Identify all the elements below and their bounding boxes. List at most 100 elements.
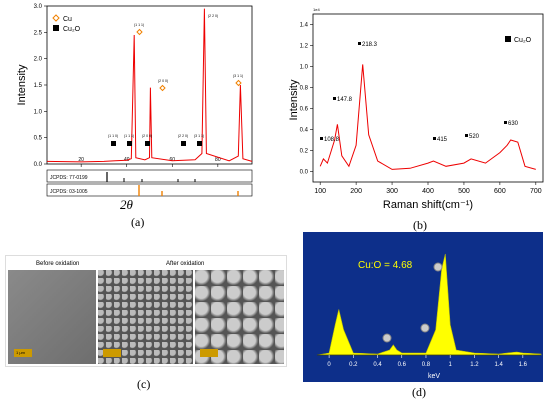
raman-ytick-label: 1.0 (300, 65, 309, 71)
raman-xtick-label: 400 (422, 188, 434, 195)
raman-ytick-label: 0.6 (300, 107, 309, 113)
xrd-chart: 0.00.51.01.52.02.53.0 20 40 60 80 Cu Cu₂O (… (16, 4, 253, 197)
legend-cu-label: Cu (63, 16, 72, 23)
raman-ylabel: Intensity (288, 79, 300, 120)
raman-x-ticks: 100 200 300 400 500 600 700 (314, 182, 542, 195)
eds-xtick-label: 0.8 (422, 362, 431, 368)
raman-frame (312, 13, 544, 183)
panel-b: 0.0 0.2 0.4 0.6 0.8 1.0 1.2 1.4 100 200 300 400 500… (285, 0, 550, 215)
panel-c: Before oxidation After oxidation 1 μm (5, 255, 287, 367)
xrd-xtick-label: 80 (215, 157, 221, 163)
panel-a-xlabel: 2θ (120, 197, 133, 212)
eds-xtick-label: 0.2 (349, 362, 358, 368)
raman-legend-label: Cu₂O (514, 37, 532, 44)
cu2o-label-111: (1 1 1) (124, 134, 134, 138)
ref-bar-2-ticks (138, 185, 239, 196)
cu2o-label-200: (2 0 0) (142, 134, 152, 138)
cu-peak-111: (1 1 1) (134, 23, 144, 27)
cu-peak-200: (2 0 0) (158, 79, 168, 83)
xrd-ytick-label: 1.5 (34, 83, 43, 89)
raman-xtick-label: 100 (314, 188, 326, 195)
xrd-xtick-label: 20 (78, 157, 84, 163)
raman-xlabel: Raman shift(cm⁻¹) (383, 199, 473, 211)
legend-cu2o-marker (53, 25, 59, 31)
eds-peak-marker-o (382, 333, 392, 343)
peak-520: 520 (469, 134, 480, 140)
panel-c-label: (c) (137, 377, 151, 391)
scale-bar-after-2 (200, 349, 218, 357)
eds-chart: 0 0.2 0.4 0.6 0.8 1 1.2 1.4 1.6 Cu:O = 4.68 keV (303, 232, 543, 382)
eds-peak-marker-cu-l (420, 323, 430, 333)
eds-xtick-label: 0.4 (373, 362, 382, 368)
eds-xtick-label: 0 (327, 362, 331, 368)
eds-background (303, 232, 543, 382)
panel-a: 0.0 0.5 1.0 1.5 2.0 2.5 3.0 20 40 60 80 Cu Cu₂O (… (5, 0, 275, 212)
raman-xtick-label: 300 (386, 188, 398, 195)
scale-bar-label: 1 μm (16, 350, 25, 355)
eds-xtick-label: 0.6 (398, 362, 407, 368)
eds-peak-marker-cu (433, 262, 443, 272)
eds-spectrum-area (316, 253, 542, 356)
xrd-ytick-label: 0.5 (34, 136, 43, 142)
cu-peak-311: (3 1 1) (233, 74, 243, 78)
panel-a-label: (a) (131, 215, 145, 229)
eds-xtick-label: 1.6 (519, 362, 528, 368)
xrd-series-line (46, 8, 253, 163)
ref-bar-2-label: JCPDS: 03-1005 (50, 189, 88, 195)
xrd-ylabel: Intensity (16, 64, 28, 105)
eds-x-ticks: 0 0.2 0.4 0.6 0.8 1 1.2 1.4 1.6 (327, 355, 528, 368)
ref-bar-2 (46, 183, 253, 197)
after-oxidation-label: After oxidation (166, 261, 205, 267)
raman-ytick-label: 0.8 (300, 86, 309, 92)
ref-bar-1 (46, 169, 253, 183)
raman-ytick-label: 0.4 (300, 128, 309, 134)
raman-ytick-label: 1.4 (300, 23, 309, 29)
legend-cu2o-label: Cu₂O (63, 26, 81, 33)
cu-peak-markers (136, 28, 242, 92)
xrd-y-ticks: 0.0 0.5 1.0 1.5 2.0 2.5 3.0 (34, 4, 47, 168)
cu2o-labels: (1 1 0) (1 1 1) (2 0 0) (2 2 0) (3 1 1) (108, 134, 204, 138)
raman-xtick-label: 500 (458, 188, 470, 195)
peak-147: 147.8 (337, 97, 353, 103)
raman-scale-note: 1e4 (313, 7, 320, 12)
peak-415: 415 (437, 137, 448, 143)
eds-xlabel: keV (428, 373, 440, 380)
xrd-xtick-label: 60 (169, 157, 175, 163)
sem-after-image-2 (195, 270, 284, 364)
raman-series-line (319, 64, 536, 170)
xrd-ytick-label: 2.0 (34, 57, 43, 63)
xrd-ytick-label: 1.0 (34, 109, 43, 115)
raman-xtick-label: 200 (350, 188, 362, 195)
peak-108: 108.8 (324, 137, 340, 143)
sem-before-image (8, 270, 96, 364)
cu2o-label-110: (1 1 0) (108, 134, 118, 138)
raman-ytick-label: 1.2 (300, 44, 309, 50)
raman-ytick-label: 0.2 (300, 149, 309, 155)
eds-xtick-label: 1.4 (494, 362, 503, 368)
cu2o-label-220: (2 2 0) (178, 134, 188, 138)
raman-xtick-label: 700 (530, 188, 542, 195)
ref-bar-1-ticks (106, 172, 196, 182)
cu2o-markers (111, 141, 202, 146)
panel-d: 0 0.2 0.4 0.6 0.8 1 1.2 1.4 1.6 Cu:O = 4.68 keV (303, 232, 543, 382)
xrd-ytick-label: 3.0 (34, 4, 43, 10)
raman-y-ticks: 0.0 0.2 0.4 0.6 0.8 1.0 1.2 1.4 (300, 23, 313, 176)
raman-peak-labels: 108.8 147.8 218.3 415 520 630 (320, 42, 519, 143)
xrd-legend: Cu Cu₂O (52, 14, 81, 33)
before-oxidation-label: Before oxidation (36, 261, 80, 267)
panel-b-label: (b) (413, 218, 427, 232)
panel-d-label: (d) (412, 385, 426, 399)
raman-xtick-label: 600 (494, 188, 506, 195)
peak-218: 218.3 (362, 42, 378, 48)
raman-chart: 0.0 0.2 0.4 0.6 0.8 1.0 1.2 1.4 100 200 300 400 500… (288, 7, 544, 211)
eds-xtick-label: 1.2 (470, 362, 479, 368)
xrd-ytick-label: 0.0 (34, 162, 43, 168)
eds-xtick-label: 1 (449, 362, 453, 368)
peak-630: 630 (508, 121, 519, 127)
ref-bar-1-label: JCPDS: 77-0199 (50, 175, 88, 181)
xrd-ytick-label: 2.5 (34, 30, 43, 36)
scale-bar-after-1 (103, 349, 121, 357)
cu-peak-220: (2 2 0) (208, 14, 218, 18)
cu2o-label-311: (3 1 1) (194, 134, 204, 138)
eds-ratio-label: Cu:O = 4.68 (358, 260, 413, 271)
